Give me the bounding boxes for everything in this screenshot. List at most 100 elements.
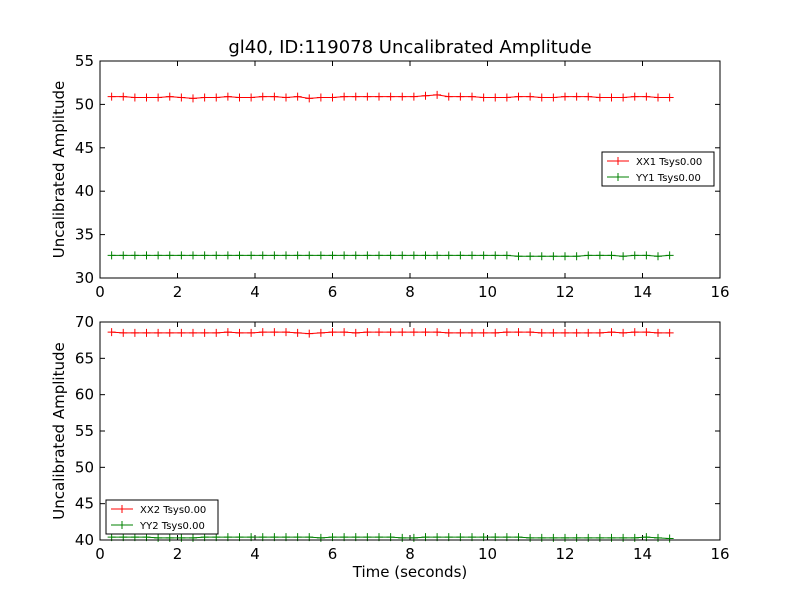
data-point [293, 328, 302, 337]
data-point [270, 251, 279, 260]
x-tick-label: 2 [173, 283, 183, 301]
data-point [305, 329, 314, 338]
data-point [258, 328, 267, 337]
x-tick-label: 14 [633, 283, 652, 301]
data-point [491, 93, 500, 102]
data-point [607, 93, 616, 102]
data-point [282, 251, 290, 260]
data-point [619, 93, 628, 102]
data-point [572, 92, 581, 101]
x-tick-label: 0 [95, 283, 105, 301]
data-point [235, 328, 244, 337]
plot-frame [99, 60, 721, 279]
data-point [409, 251, 418, 260]
data-point [584, 92, 593, 101]
x-tick-label: 4 [250, 545, 260, 563]
data-point [479, 251, 488, 260]
x-tick-label: 4 [250, 283, 260, 301]
legend-swatch-marker [614, 157, 622, 165]
data-point [305, 94, 314, 103]
data-point [154, 93, 163, 102]
data-point [177, 93, 186, 102]
data-point [375, 92, 383, 101]
data-point [270, 328, 279, 337]
data-point [561, 92, 569, 101]
data-point [502, 251, 511, 260]
x-tick-label: 6 [328, 283, 338, 301]
x-tick-label: 16 [710, 283, 729, 301]
chart-title: gl40, ID:119078 Uncalibrated Amplitude [228, 37, 591, 58]
data-point [340, 92, 349, 101]
data-point [328, 251, 337, 260]
data-point [665, 93, 674, 102]
legend: XX1 Tsys0.00 YY1 Tsys0.00 [601, 151, 715, 187]
data-point [200, 251, 209, 260]
data-point [433, 90, 442, 99]
data-point [561, 328, 569, 337]
data-point [630, 328, 639, 337]
data-point [444, 92, 453, 101]
legend-label: YY1 Tsys0.00 [635, 173, 701, 184]
data-point [119, 251, 128, 260]
data-point [363, 328, 372, 337]
y-tick-label: 55 [75, 422, 94, 440]
data-point [456, 92, 465, 101]
data-point [328, 93, 337, 102]
data-point [189, 94, 197, 103]
data-point [561, 252, 569, 261]
legend: XX2 Tsys0.00 YY2 Tsys0.00 [105, 499, 219, 535]
data-point [537, 252, 546, 261]
data-point [119, 92, 128, 101]
data-point [165, 92, 174, 101]
data-point [537, 93, 546, 102]
data-point [107, 328, 116, 337]
data-point [595, 251, 604, 260]
data-point [514, 328, 523, 337]
data-point [537, 328, 546, 337]
data-point [107, 251, 116, 260]
data-point [654, 93, 662, 102]
data-point [526, 92, 535, 101]
data-point [479, 328, 488, 337]
data-point [456, 251, 465, 260]
data-point [351, 251, 360, 260]
y-tick-label: 35 [75, 226, 94, 244]
data-point [584, 251, 593, 260]
plot-frame [99, 321, 721, 541]
data-point [316, 251, 325, 260]
data-point [316, 93, 325, 102]
data-point [200, 328, 209, 337]
x-axis-label: Time (seconds) [352, 563, 468, 581]
data-point [630, 92, 639, 101]
data-point [107, 92, 116, 101]
data-point [642, 251, 651, 260]
data-point [212, 328, 221, 337]
data-point [142, 93, 151, 102]
legend-label: YY2 Tsys0.00 [139, 521, 205, 532]
data-point [316, 328, 325, 337]
y-axis-label: Uncalibrated Amplitude [50, 342, 68, 519]
data-point [223, 251, 232, 260]
data-point [654, 328, 662, 337]
data-point [665, 251, 674, 260]
data-point [386, 92, 395, 101]
data-point [340, 328, 349, 337]
data-point [479, 93, 488, 102]
data-point [258, 251, 267, 260]
data-point [282, 328, 290, 337]
data-point [584, 328, 593, 337]
data-point [130, 93, 139, 102]
legend-box [105, 499, 219, 535]
legend-swatch-marker [118, 505, 126, 513]
data-point [526, 328, 535, 337]
y-tick-label: 40 [75, 531, 94, 549]
data-point [270, 92, 279, 101]
y-tick-label: 45 [75, 139, 94, 157]
data-point [293, 251, 302, 260]
y-tick-label: 70 [75, 313, 94, 331]
data-point [223, 328, 232, 337]
data-point [468, 251, 476, 260]
data-point [502, 93, 511, 102]
data-point [363, 251, 372, 260]
legend-label: XX1 Tsys0.00 [636, 157, 702, 168]
